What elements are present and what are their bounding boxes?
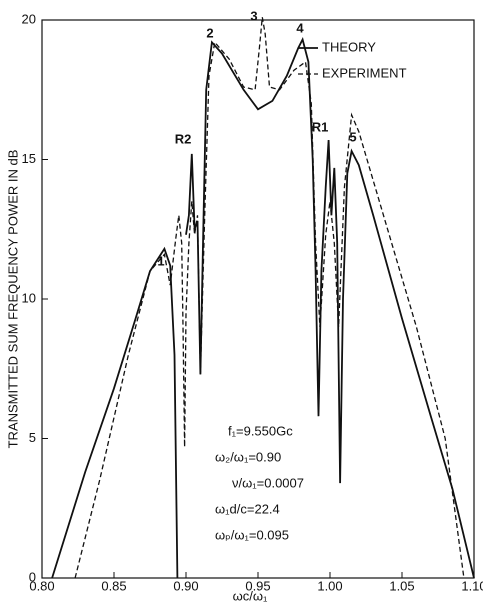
parameter-text: ν/ω₁=0.0007	[232, 475, 304, 490]
peak-label: 2	[206, 25, 213, 40]
legend-label: THEORY	[322, 39, 376, 54]
peak-label: 4	[296, 20, 304, 35]
parameter-text: ω₂/ω₁=0.90	[215, 449, 281, 464]
y-tick-label: 5	[29, 430, 36, 445]
x-tick-label: 1.00	[317, 578, 342, 593]
x-tick-label: 1.10	[461, 578, 483, 593]
y-tick-label: 0	[29, 569, 36, 584]
legend-label: EXPERIMENT	[322, 65, 407, 80]
parameter-text: f₁=9.550Gc	[228, 423, 293, 438]
peak-label: R2	[175, 131, 192, 146]
x-axis-label: ωc/ω₁	[233, 588, 268, 603]
plot-frame	[41, 19, 475, 579]
y-tick-label: 20	[22, 11, 36, 26]
peak-label: 5	[349, 129, 356, 144]
y-axis-label: TRANSMITTED SUM FREQUENCY POWER IN dB	[5, 150, 20, 449]
x-tick-label: 0.85	[101, 578, 126, 593]
parameter-text: ω₁d/c=22.4	[215, 501, 280, 516]
series-line	[74, 17, 465, 579]
y-tick-label: 10	[22, 290, 36, 305]
parameter-text: ωₚ/ω₁=0.095	[215, 527, 289, 542]
peak-label: 3	[250, 8, 257, 23]
x-tick-label: 0.90	[173, 578, 198, 593]
y-tick-label: 15	[22, 151, 36, 166]
peak-label: R1	[312, 119, 329, 134]
peak-label: 1	[157, 253, 164, 268]
x-tick-label: 0.95	[245, 578, 270, 593]
x-tick-label: 1.05	[389, 578, 414, 593]
x-tick-label: 0.80	[29, 578, 54, 593]
